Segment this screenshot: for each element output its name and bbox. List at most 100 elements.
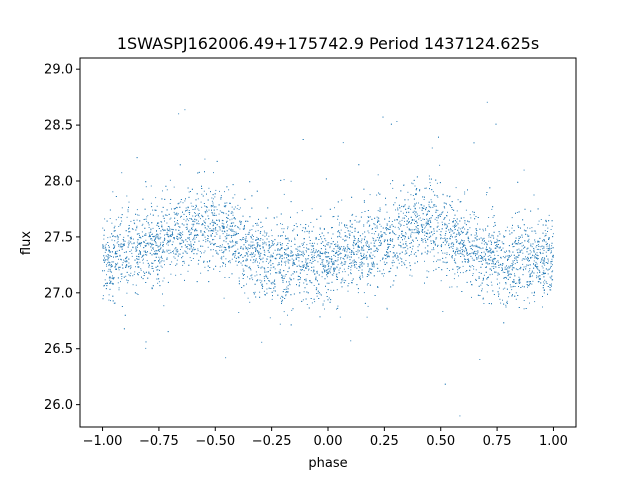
data-point [303, 241, 305, 243]
data-point [434, 241, 436, 243]
data-point [464, 247, 466, 248]
data-point [398, 244, 400, 246]
data-point [335, 243, 337, 245]
data-point [293, 278, 295, 280]
data-point [213, 214, 215, 216]
data-point [551, 258, 553, 260]
data-point [146, 220, 148, 222]
data-point [396, 252, 398, 254]
data-point [317, 251, 318, 253]
data-point [221, 219, 223, 221]
data-point [109, 279, 111, 281]
data-point [220, 257, 222, 259]
data-point [213, 221, 215, 223]
data-point [480, 260, 482, 262]
data-point [236, 208, 238, 210]
data-point [128, 201, 130, 203]
data-point [403, 185, 405, 186]
data-point [417, 246, 419, 248]
data-point [399, 223, 401, 225]
data-point [452, 245, 454, 247]
data-point [159, 269, 160, 271]
data-point [229, 225, 231, 227]
data-point [204, 266, 206, 268]
data-point [301, 254, 303, 256]
data-point [514, 286, 516, 287]
data-point [156, 253, 158, 255]
data-point [324, 269, 326, 271]
data-point [250, 252, 252, 254]
data-point [285, 235, 286, 237]
data-point [145, 244, 147, 246]
data-point [258, 255, 260, 257]
data-point [473, 252, 475, 254]
data-point [353, 241, 355, 243]
data-point [111, 282, 113, 284]
data-point [143, 258, 144, 260]
data-point [221, 258, 223, 260]
data-point [528, 235, 530, 237]
data-point [498, 273, 500, 275]
data-point [422, 213, 424, 215]
data-point [489, 247, 491, 249]
data-point [548, 248, 550, 249]
data-point [266, 259, 268, 260]
data-point [383, 261, 385, 263]
data-point [113, 277, 115, 279]
data-point [148, 244, 150, 246]
data-point [107, 258, 109, 259]
data-point [198, 259, 200, 261]
data-point [277, 243, 279, 245]
data-point [508, 230, 510, 232]
data-point [462, 226, 464, 228]
data-point [430, 185, 431, 186]
data-point [150, 236, 151, 238]
data-point [546, 283, 548, 284]
data-point [225, 258, 227, 260]
data-point [148, 236, 150, 238]
data-point [266, 292, 268, 294]
data-point [410, 235, 412, 237]
data-point [374, 295, 376, 296]
data-point [357, 288, 359, 290]
data-point [415, 252, 417, 253]
data-point [207, 235, 209, 236]
data-point [473, 250, 475, 252]
data-point [172, 251, 173, 252]
data-point [509, 276, 511, 278]
data-point [529, 227, 531, 229]
data-point [126, 266, 128, 268]
data-point [162, 249, 164, 251]
data-point [341, 261, 342, 263]
data-point [216, 220, 218, 221]
data-point [463, 245, 465, 247]
data-point [266, 258, 268, 260]
data-point [147, 215, 149, 217]
data-point [433, 230, 435, 232]
data-point [194, 229, 196, 231]
data-point [152, 236, 154, 237]
data-point [143, 219, 145, 220]
data-point [503, 303, 505, 305]
data-point [410, 253, 412, 255]
data-point [252, 238, 254, 240]
data-point [178, 237, 180, 239]
data-point [338, 230, 340, 232]
data-point [177, 203, 179, 205]
data-point [170, 234, 172, 236]
data-point [411, 229, 413, 231]
data-point [353, 247, 355, 249]
data-point [457, 199, 459, 201]
data-point [306, 283, 308, 285]
data-point [306, 247, 307, 249]
data-point [255, 271, 257, 273]
data-point [133, 219, 135, 221]
data-point [550, 229, 552, 230]
data-point [495, 245, 497, 246]
data-point [330, 261, 332, 263]
data-point [397, 255, 399, 257]
data-point [488, 263, 490, 265]
data-point [531, 272, 533, 273]
data-point [195, 236, 197, 238]
data-point [460, 247, 462, 249]
